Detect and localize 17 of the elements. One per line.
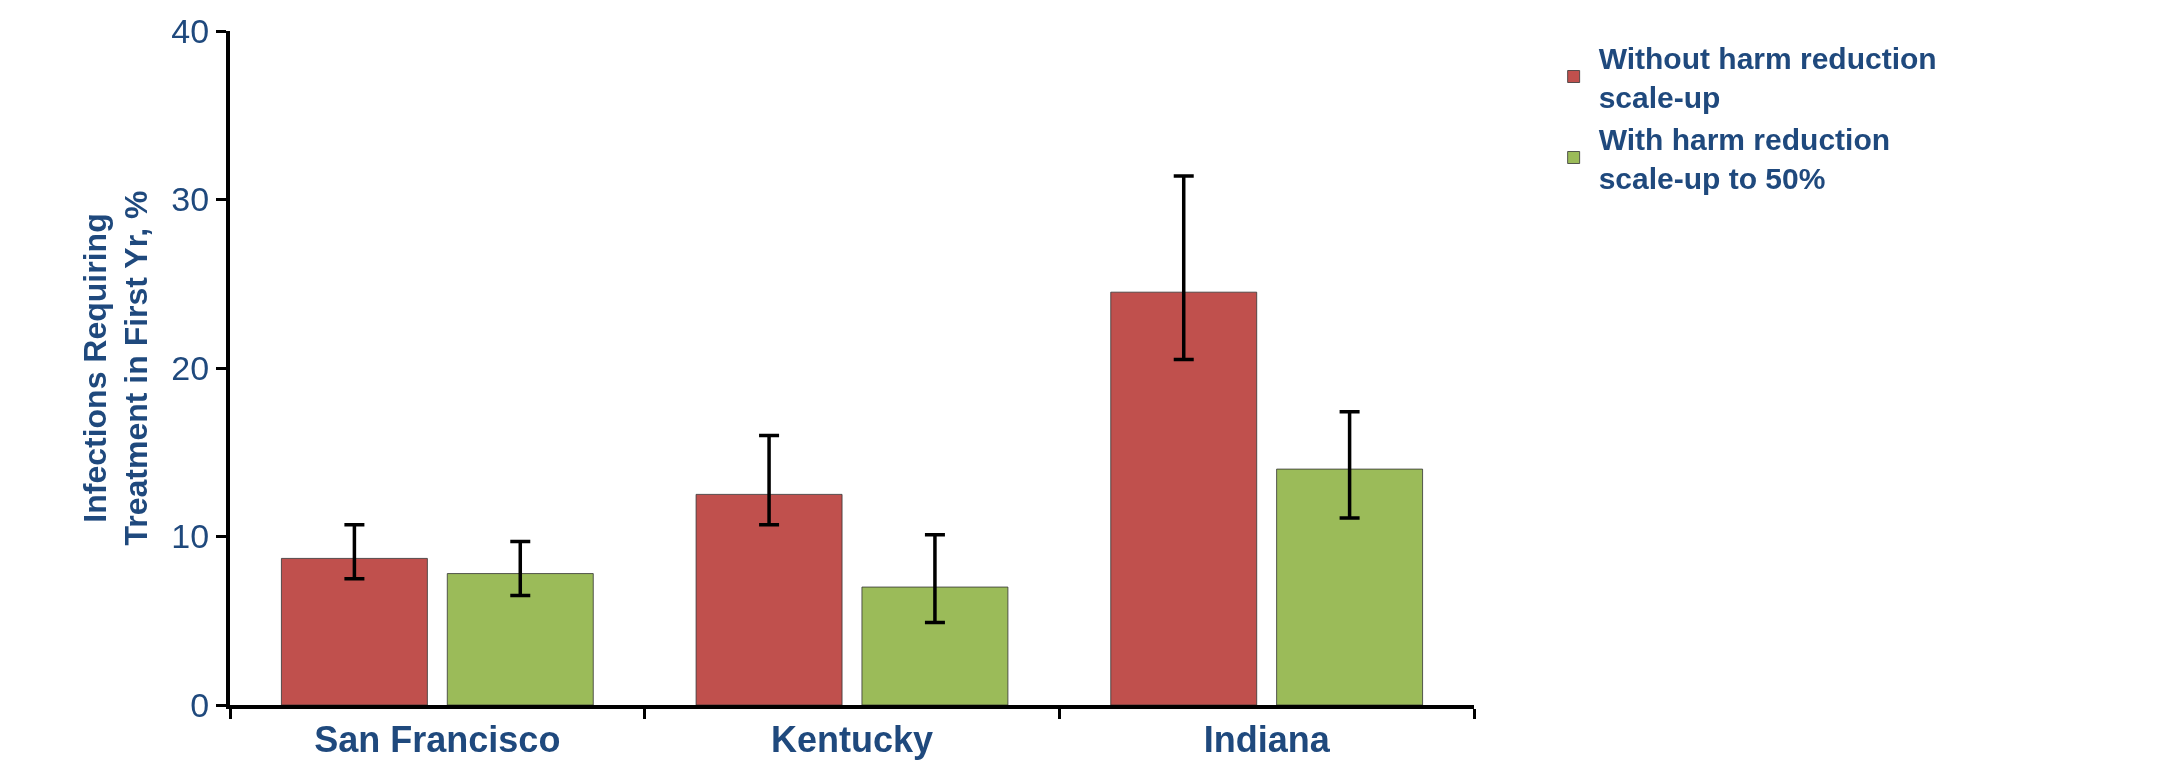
bar bbox=[1110, 291, 1258, 705]
y-axis-title: Infections Requiring Treatment in First Yr, % bbox=[76, 190, 155, 546]
bar bbox=[446, 573, 594, 705]
x-tick-label: Kentucky bbox=[770, 719, 934, 761]
legend-label: With harm reduction scale-up to 50% bbox=[1598, 122, 1891, 195]
y-tick-label: 10 bbox=[171, 517, 210, 556]
x-tick-label: Indiana bbox=[1203, 719, 1331, 761]
y-tick-label: 30 bbox=[171, 180, 210, 219]
y-tick-label: 0 bbox=[190, 685, 210, 724]
legend-label: Without harm reduction scale-up bbox=[1598, 41, 1937, 114]
bar bbox=[1276, 468, 1423, 705]
y-tick-label: 20 bbox=[171, 348, 210, 387]
bar bbox=[861, 586, 1009, 705]
bar bbox=[281, 558, 428, 705]
bar bbox=[695, 493, 843, 705]
x-tick-label: San Francisco bbox=[314, 719, 561, 761]
y-tick-label: 40 bbox=[171, 11, 210, 50]
